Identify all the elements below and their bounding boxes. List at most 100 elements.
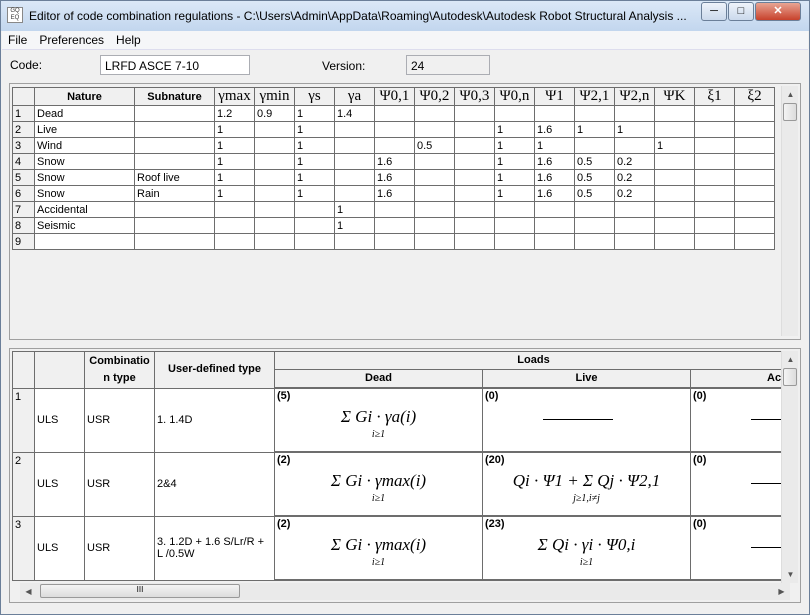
- table-cell[interactable]: 1: [294, 185, 335, 202]
- table-cell[interactable]: [254, 233, 295, 250]
- table-cell[interactable]: 1: [494, 121, 535, 138]
- table-cell[interactable]: [374, 201, 415, 218]
- table-cell[interactable]: 0.2: [614, 153, 655, 170]
- table-cell[interactable]: [494, 233, 535, 250]
- table-cell[interactable]: [374, 137, 415, 154]
- table-cell[interactable]: [454, 233, 495, 250]
- close-button[interactable]: ✕: [755, 2, 801, 21]
- table-cell[interactable]: [494, 201, 535, 218]
- column-header[interactable]: Ψ0,1: [374, 87, 415, 106]
- table-cell[interactable]: [414, 185, 455, 202]
- combinations-vertical-scrollbar[interactable]: ▲ ▼: [781, 351, 798, 583]
- table-cell[interactable]: [454, 137, 495, 154]
- table-cell[interactable]: [574, 105, 615, 122]
- table-cell[interactable]: 1: [214, 153, 255, 170]
- table-cell[interactable]: 1.6: [534, 185, 575, 202]
- live-formula-cell[interactable]: (23) Σ Qi · γi · Ψ0,i i≥1: [482, 515, 691, 581]
- accidental-header[interactable]: Ac: [690, 369, 793, 389]
- acc-formula-cell[interactable]: (0): [690, 387, 793, 453]
- column-header[interactable]: Ψ2,1: [574, 87, 615, 106]
- table-cell[interactable]: 1: [294, 153, 335, 170]
- table-cell[interactable]: [534, 201, 575, 218]
- scroll-left-icon[interactable]: ◀: [25, 587, 32, 596]
- minimize-button[interactable]: ─: [701, 2, 727, 21]
- table-cell[interactable]: [614, 137, 655, 154]
- table-cell[interactable]: 1: [214, 169, 255, 186]
- table-cell[interactable]: Snow: [34, 169, 135, 186]
- table-cell[interactable]: [334, 153, 375, 170]
- table-cell[interactable]: [574, 233, 615, 250]
- limit-state-cell[interactable]: ULS: [34, 387, 85, 453]
- natures-vertical-scrollbar[interactable]: ▲: [781, 86, 798, 336]
- table-cell[interactable]: [654, 185, 695, 202]
- user-defined-type-cell[interactable]: 2&4: [154, 451, 275, 517]
- table-cell[interactable]: 1: [294, 105, 335, 122]
- combination-type-header[interactable]: Combinatio n type: [84, 351, 155, 389]
- table-cell[interactable]: [334, 169, 375, 186]
- scroll-down-icon[interactable]: ▼: [786, 570, 795, 579]
- row-number[interactable]: 5: [12, 169, 35, 186]
- column-header[interactable]: Ψ0,2: [414, 87, 455, 106]
- table-cell[interactable]: 1: [214, 121, 255, 138]
- live-formula-cell[interactable]: (20) Qi · Ψ1 + Σ Qj · Ψ2,1 j≥1,i≠j: [482, 451, 691, 517]
- dead-formula-cell[interactable]: (2) Σ Gi · γmax(i) i≥1: [274, 451, 483, 517]
- table-cell[interactable]: [454, 105, 495, 122]
- table-cell[interactable]: [454, 153, 495, 170]
- table-cell[interactable]: [694, 121, 735, 138]
- scroll-up-icon[interactable]: ▲: [786, 90, 795, 99]
- table-cell[interactable]: [734, 153, 775, 170]
- table-cell[interactable]: Seismic: [34, 217, 135, 234]
- row-number[interactable]: 3: [12, 137, 35, 154]
- table-cell[interactable]: [694, 201, 735, 218]
- table-cell[interactable]: 1: [494, 169, 535, 186]
- table-cell[interactable]: [134, 137, 215, 154]
- table-cell[interactable]: [454, 121, 495, 138]
- table-cell[interactable]: [454, 169, 495, 186]
- dead-formula-cell[interactable]: (5) Σ Gi · γa(i) i≥1: [274, 387, 483, 453]
- table-cell[interactable]: [734, 185, 775, 202]
- table-cell[interactable]: [694, 233, 735, 250]
- table-cell[interactable]: [254, 201, 295, 218]
- table-cell[interactable]: [334, 233, 375, 250]
- table-cell[interactable]: [694, 105, 735, 122]
- table-cell[interactable]: [254, 153, 295, 170]
- dead-formula-cell[interactable]: (2) Σ Gi · γmax(i) i≥1: [274, 515, 483, 581]
- table-cell[interactable]: 1: [294, 121, 335, 138]
- table-cell[interactable]: 1: [534, 137, 575, 154]
- row-number[interactable]: 3: [12, 515, 35, 581]
- table-cell[interactable]: [654, 105, 695, 122]
- table-cell[interactable]: 1: [614, 121, 655, 138]
- table-cell[interactable]: [574, 217, 615, 234]
- table-cell[interactable]: [414, 233, 455, 250]
- user-defined-type-cell[interactable]: 3. 1.2D + 1.6 S/Lr/R + L /0.5W: [154, 515, 275, 581]
- table-cell[interactable]: [374, 121, 415, 138]
- table-cell[interactable]: [374, 217, 415, 234]
- table-cell[interactable]: [694, 169, 735, 186]
- table-cell[interactable]: 1: [654, 137, 695, 154]
- column-header[interactable]: Ψ2,n: [614, 87, 655, 106]
- table-cell[interactable]: [134, 217, 215, 234]
- table-cell[interactable]: [334, 185, 375, 202]
- row-number[interactable]: 7: [12, 201, 35, 218]
- row-number[interactable]: 2: [12, 121, 35, 138]
- menu-file[interactable]: File: [8, 33, 28, 47]
- table-cell[interactable]: [134, 233, 215, 250]
- table-cell[interactable]: [654, 201, 695, 218]
- table-cell[interactable]: [374, 233, 415, 250]
- limit-state-cell[interactable]: ULS: [34, 451, 85, 517]
- table-cell[interactable]: Snow: [34, 153, 135, 170]
- table-cell[interactable]: [414, 201, 455, 218]
- live-header[interactable]: Live: [482, 369, 691, 389]
- row-number[interactable]: 1: [12, 105, 35, 122]
- table-cell[interactable]: 0.5: [574, 169, 615, 186]
- table-cell[interactable]: Snow: [34, 185, 135, 202]
- table-cell[interactable]: [694, 153, 735, 170]
- table-cell[interactable]: [294, 201, 335, 218]
- table-cell[interactable]: [414, 169, 455, 186]
- combination-type-cell[interactable]: USR: [84, 387, 155, 453]
- maximize-button[interactable]: □: [728, 2, 754, 21]
- table-cell[interactable]: [654, 233, 695, 250]
- table-cell[interactable]: [614, 105, 655, 122]
- table-cell[interactable]: 1.6: [534, 153, 575, 170]
- table-cell[interactable]: [454, 201, 495, 218]
